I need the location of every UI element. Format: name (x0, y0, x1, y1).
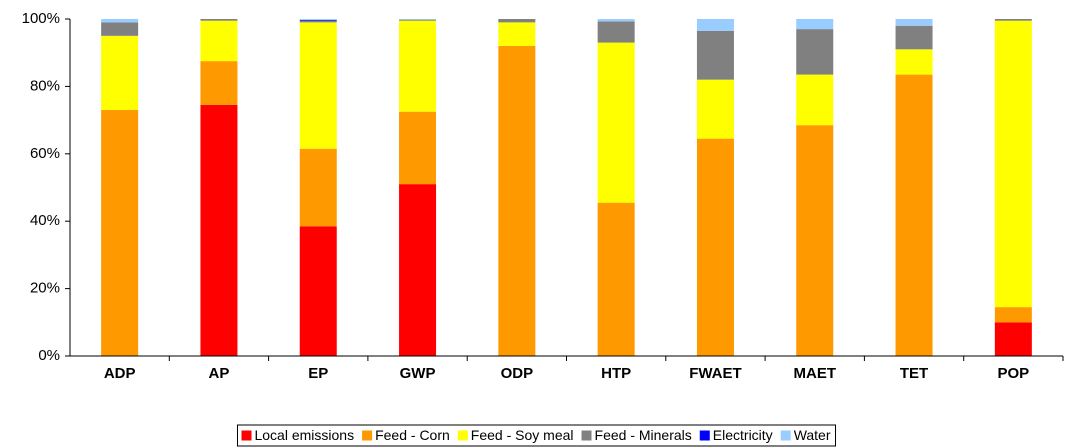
legend-label: Feed - Minerals (595, 427, 692, 443)
bar-segment (399, 19, 437, 20)
bar-segment (101, 22, 139, 36)
x-tick-label: HTP (601, 365, 631, 382)
x-tick-label: EP (308, 365, 328, 382)
bar-segment (994, 20, 1032, 308)
x-tick-label: MAET (794, 365, 837, 382)
y-tick-label: 60% (30, 145, 60, 162)
legend-swatch (699, 430, 710, 441)
bar-segment (895, 74, 933, 356)
bar-segment (498, 45, 536, 357)
bar-segment (597, 42, 635, 203)
bar-segment (399, 20, 437, 112)
bar-segment (895, 25, 933, 50)
legend-label: Feed - Soy meal (471, 427, 574, 443)
legend-swatch (362, 430, 373, 441)
bar-segment (895, 49, 933, 75)
bar-segment (101, 19, 139, 23)
x-tick-label: TET (900, 365, 928, 382)
bar-segment (696, 19, 734, 31)
bar-segment (399, 19, 437, 21)
bar-segment (696, 30, 734, 80)
bar-segment (796, 125, 834, 356)
legend-swatch (780, 430, 791, 441)
bar-segment (994, 307, 1032, 323)
bar-segment (200, 104, 238, 356)
bar-segment (299, 148, 337, 227)
bar-segment (200, 19, 238, 21)
bar-segment (299, 22, 337, 149)
bar-segment (796, 29, 834, 75)
bar-segment (200, 61, 238, 105)
x-tick-label: ODP (501, 365, 534, 382)
bar-segment (299, 19, 337, 21)
bar-segment (498, 22, 536, 46)
legend-swatch (581, 430, 592, 441)
bar-segment (399, 184, 437, 356)
bar-segment (597, 21, 635, 43)
bar-segment (696, 79, 734, 139)
legend-swatch (457, 430, 468, 441)
x-tick-label: ADP (104, 365, 136, 382)
bar-segment (994, 322, 1032, 356)
legend-swatch (241, 430, 252, 441)
bar-segment (299, 20, 337, 23)
bar-segment (101, 35, 139, 110)
legend-box (236, 424, 837, 447)
bar-segment (796, 74, 834, 126)
bar-segment (399, 111, 437, 185)
bar-segment (200, 20, 238, 62)
bar-segment (796, 19, 834, 30)
y-tick-label: 40% (30, 212, 60, 229)
bar-segment (299, 20, 337, 21)
legend-label: Water (794, 427, 831, 443)
y-tick-label: 0% (38, 347, 60, 364)
bar-segment (696, 138, 734, 356)
legend-label: Electricity (713, 427, 773, 443)
x-tick-label: AP (209, 365, 230, 382)
bar-segment (101, 109, 139, 357)
bar-segment (597, 202, 635, 356)
bar-segment (597, 19, 635, 22)
x-tick-label: POP (998, 365, 1030, 382)
y-tick-label: 100% (22, 10, 60, 27)
x-tick-label: FWAET (689, 365, 742, 382)
y-tick-label: 20% (30, 280, 60, 297)
bar-segment (895, 19, 933, 26)
bar-segment (994, 19, 1032, 21)
bar-segment (299, 226, 337, 356)
legend-label: Local emissions (254, 427, 354, 443)
bar-segment (498, 19, 536, 23)
y-tick-label: 80% (30, 77, 60, 94)
x-tick-label: GWP (400, 365, 436, 382)
legend-label: Feed - Corn (375, 427, 450, 443)
